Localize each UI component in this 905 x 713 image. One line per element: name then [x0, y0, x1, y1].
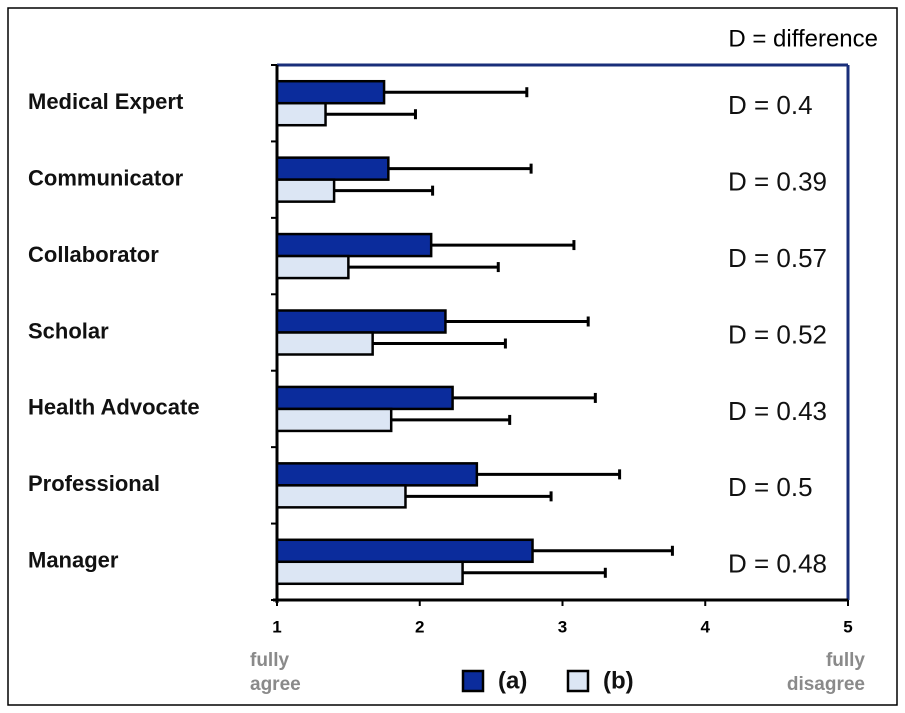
bar	[275, 462, 479, 487]
x-tick-label: 4	[701, 617, 711, 636]
legend-swatch	[461, 669, 485, 693]
note: D = difference	[728, 25, 878, 52]
bar	[275, 385, 454, 411]
category-label: Health Advocate	[28, 395, 200, 420]
bar	[275, 407, 393, 433]
frame	[7, 7, 898, 706]
category-label: Collaborator	[28, 242, 159, 267]
x-label-right: disagree	[787, 674, 865, 695]
category-label: Medical Expert	[28, 89, 184, 114]
bar	[275, 156, 390, 181]
bar	[275, 331, 374, 356]
bar	[275, 309, 447, 334]
legend-label: (b)	[603, 667, 634, 694]
bar	[275, 538, 534, 564]
bar	[275, 560, 464, 586]
annotation: D = 0.52	[728, 319, 827, 349]
category-label: Communicator	[28, 165, 184, 190]
bar	[275, 101, 327, 127]
legend-label: (a)	[498, 667, 527, 694]
bar	[275, 254, 350, 280]
annotation: D = 0.5	[728, 472, 813, 502]
x-tick-label: 3	[558, 617, 567, 636]
x-label-left: agree	[250, 674, 301, 695]
annotation: D = 0.43	[728, 396, 827, 426]
x-label-left: fully	[250, 650, 289, 671]
category-label: Manager	[28, 548, 119, 573]
x-tick-label: 1	[272, 617, 281, 636]
category-label: Scholar	[28, 318, 109, 343]
bar	[275, 232, 433, 258]
annotation: D = 0.4	[728, 90, 813, 120]
bar	[275, 178, 336, 203]
x-tick-label: 5	[843, 617, 852, 636]
legend-swatch	[566, 669, 590, 693]
category-label: Professional	[28, 471, 160, 496]
x-label-right: fully	[826, 650, 865, 671]
bar	[275, 79, 386, 105]
annotation: D = 0.57	[728, 243, 827, 273]
bar	[275, 484, 407, 509]
annotation: D = 0.39	[728, 167, 827, 197]
annotation: D = 0.48	[728, 549, 827, 579]
x-tick-label: 2	[415, 617, 424, 636]
